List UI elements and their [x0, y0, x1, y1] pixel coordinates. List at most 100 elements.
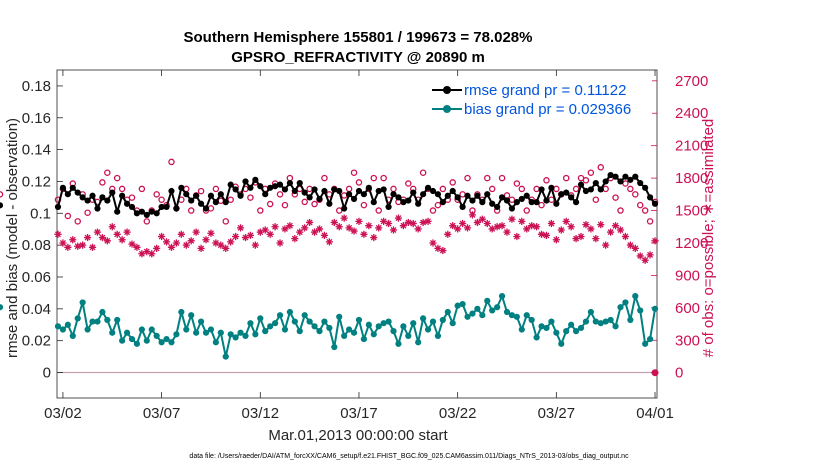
bias-point [533, 334, 540, 341]
possible-obs-point [449, 179, 456, 186]
possible-obs-point [602, 185, 609, 193]
bias-point [355, 316, 363, 324]
assimilated-obs-point [597, 220, 605, 229]
bias-point [360, 335, 368, 343]
assimilated-obs-point [592, 235, 600, 243]
y-tick-left-label: 0.12 [22, 173, 51, 190]
bias-point [380, 320, 387, 327]
bias-point [296, 328, 303, 335]
x-tick-label: 03/27 [538, 405, 576, 422]
bias-point [572, 328, 580, 335]
bias-point [548, 318, 555, 325]
bias-point [54, 323, 62, 330]
possible-obs-point [518, 185, 526, 193]
bias-point [331, 343, 338, 351]
assimilated-obs-point [483, 219, 491, 228]
rmse-point [538, 186, 545, 193]
possible-obs-point [597, 164, 605, 171]
assimilated-obs-point [271, 223, 279, 231]
bias-point [474, 305, 481, 312]
assimilated-obs-point [636, 252, 644, 260]
bias-point [276, 312, 284, 319]
possible-obs-point [64, 212, 72, 220]
assimilated-obs-point [315, 225, 324, 233]
possible-obs-point [350, 169, 358, 176]
assimilated-obs-point [582, 220, 590, 229]
bias-point [612, 323, 619, 330]
legend-rmse-marker [443, 86, 451, 94]
bias-point [592, 318, 599, 325]
assimilated-obs-point [153, 244, 161, 252]
bias-point [385, 318, 392, 325]
rmse-point [217, 191, 224, 198]
bias-point [602, 318, 609, 325]
possible-obs-point [113, 174, 121, 182]
possible-obs-point [370, 174, 378, 182]
possible-obs-point [168, 158, 175, 166]
rmse-point [553, 200, 560, 207]
y-axis-right-label: # of obs: o=possible; ∗=assimilated [700, 119, 717, 358]
rmse-point [158, 203, 165, 211]
possible-obs-point [632, 191, 639, 198]
assimilated-obs-point [143, 248, 151, 256]
rmse-point [439, 199, 446, 206]
possible-obs-point [335, 207, 343, 214]
rmse-point [474, 192, 481, 199]
assimilated-obs-point [306, 218, 314, 227]
bias-point [84, 326, 91, 333]
y-tick-right-label: 900 [675, 267, 700, 284]
assimilated-obs-point [528, 222, 536, 230]
rmse-point [138, 208, 145, 215]
possible-obs-point [74, 218, 81, 225]
rmse-point [336, 187, 343, 195]
assimilated-obs-point [399, 222, 407, 230]
possible-obs-point [538, 201, 545, 209]
rmse-point [207, 192, 215, 199]
assimilated-obs-point [602, 241, 610, 249]
bias-point [637, 307, 644, 314]
possible-obs-point [276, 191, 284, 198]
rmse-point [360, 191, 368, 198]
bias-point [79, 299, 86, 306]
bias-line [57, 292, 657, 357]
rmse-point [84, 197, 91, 204]
assimilated-obs-point [69, 236, 77, 244]
bias-point [400, 323, 407, 330]
assimilated-obs-point [246, 231, 255, 240]
bias-point [143, 337, 150, 344]
y-tick-right-label: 300 [675, 332, 700, 349]
bias-point [271, 320, 279, 327]
possible-obs-point [306, 185, 313, 193]
possible-obs-point [311, 200, 318, 208]
bias-point [286, 308, 293, 316]
assimilated-obs-point [454, 225, 462, 233]
possible-obs-point [523, 207, 530, 214]
possible-obs-point [464, 174, 471, 182]
possible-obs-point [104, 169, 111, 176]
assimilated-obs-point [444, 230, 452, 238]
plot-area: 03/02 03/07 03/12 03/17 03/22 03/27 04/01 0 0.02… [0, 70, 708, 422]
bias-point [168, 339, 175, 346]
bias-point [484, 297, 491, 304]
assimilated-obs-point [108, 223, 116, 231]
rmse-point [281, 186, 289, 193]
possible-obs-point [488, 185, 496, 193]
bias-point [494, 304, 501, 311]
bias-point [188, 312, 195, 319]
bias-point [568, 321, 575, 328]
assimilated-obs-point [468, 211, 477, 219]
rmse-point [311, 186, 318, 193]
assimilated-obs-point [133, 243, 141, 251]
assimilated-obs-point [162, 238, 171, 246]
possible-obs-point [380, 174, 387, 182]
bias-point [632, 292, 639, 300]
bias-point [563, 328, 570, 335]
possible-obs-point [503, 192, 511, 199]
bias-point [518, 326, 525, 333]
rmse-point [444, 192, 451, 199]
bias-point [346, 326, 353, 333]
assimilated-obs-point [478, 215, 486, 223]
y-tick-left-label: 0 [43, 365, 51, 382]
assimilated-obs-point [493, 223, 501, 231]
possible-obs-point [459, 191, 466, 198]
